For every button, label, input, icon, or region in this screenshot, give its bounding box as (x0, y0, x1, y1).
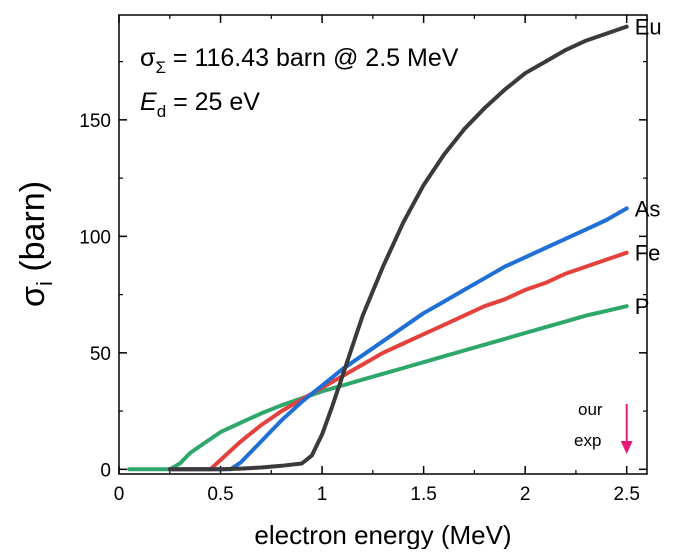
x-tick-label: 1.5 (410, 484, 436, 505)
y-tick-label: 100 (79, 227, 111, 248)
x-tick-label: 0 (114, 484, 125, 505)
exp-note-line2: exp (574, 431, 601, 450)
series-line-p (127, 304, 629, 472)
annotation-energy-sub: d (157, 102, 166, 121)
y-axis: 0 50 100 150 (79, 60, 647, 481)
exp-note-line1: our (578, 400, 603, 419)
x-axis: 0 0.5 1 1.5 2 2.5 (114, 15, 640, 505)
series-label-fe: Fe (635, 241, 661, 266)
y-tick-label: 50 (90, 344, 111, 365)
y-axis-title: σi (barn) (14, 181, 57, 307)
x-tick-label: 1 (317, 484, 328, 505)
series-labels: P Fe As Eu (635, 15, 662, 320)
series-label-as: As (635, 196, 661, 221)
x-tick-label: 2 (520, 484, 531, 505)
x-tick-label: 0.5 (207, 484, 233, 505)
plot-frame (118, 14, 648, 475)
x-axis-title: electron energy (MeV) (254, 520, 511, 549)
y-tick-label: 150 (79, 111, 111, 132)
annotation-displacement-energy: Ed = 25 eV (140, 88, 260, 121)
series-line-as (167, 206, 629, 472)
exp-arrow-head (620, 441, 633, 454)
series-layer (127, 24, 629, 472)
series-line-fe (167, 250, 629, 472)
annotation-energy-var: E (140, 88, 157, 116)
y-axis-title-main: σ (14, 286, 52, 307)
annotation-sigma: σ (140, 44, 156, 72)
series-label-p: P (635, 294, 650, 319)
exp-arrow (620, 404, 633, 454)
y-tick-label: 0 (100, 460, 111, 481)
x-tick-label: 2.5 (613, 484, 639, 505)
y-axis-title-sub: i (32, 281, 57, 286)
y-axis-title-rest: (barn) (14, 181, 52, 281)
annotation-sigma-sub: Σ (155, 58, 166, 77)
plot-border (118, 14, 648, 475)
series-line-eu (167, 24, 629, 472)
annotation-cross-section: σΣ = 116.43 barn @ 2.5 MeV (140, 44, 459, 77)
series-label-eu: Eu (635, 15, 662, 40)
annotation-energy-text: = 25 eV (166, 88, 260, 116)
annotation-cross-section-text: = 116.43 barn @ 2.5 MeV (166, 44, 459, 72)
